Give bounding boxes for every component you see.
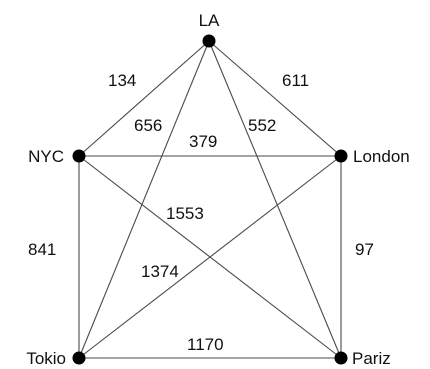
weight-london-pariz: 97	[355, 240, 374, 259]
edge-la-tokio	[78, 40, 210, 359]
weight-la-pariz: 552	[248, 116, 276, 135]
weight-nyc-pariz: 1553	[166, 204, 204, 223]
node-label-pariz: Pariz	[352, 349, 391, 368]
weight-tokio-pariz: 1170	[187, 335, 224, 354]
node-nyc	[72, 149, 86, 163]
weight-nyc-tokio: 841	[28, 240, 56, 259]
node-label-london: London	[353, 147, 410, 166]
weight-la-nyc: 134	[108, 71, 136, 90]
node-pariz	[334, 351, 348, 365]
edge-la-pariz	[208, 40, 342, 359]
weight-london-tokio: 1374	[141, 262, 179, 281]
node-tokio	[72, 351, 86, 365]
edge-la-nyc	[78, 40, 210, 157]
edge-la-london	[208, 40, 342, 157]
node-london	[334, 149, 348, 163]
node-label-tokio: Tokio	[26, 349, 66, 368]
node-label-la: LA	[199, 11, 220, 30]
edge-london-tokio	[78, 155, 342, 359]
weight-la-london: 611	[282, 71, 309, 90]
node-label-nyc: NYC	[28, 147, 64, 166]
node-la	[202, 34, 216, 48]
weight-nyc-london: 379	[189, 132, 217, 151]
weight-la-tokio: 656	[134, 116, 162, 135]
